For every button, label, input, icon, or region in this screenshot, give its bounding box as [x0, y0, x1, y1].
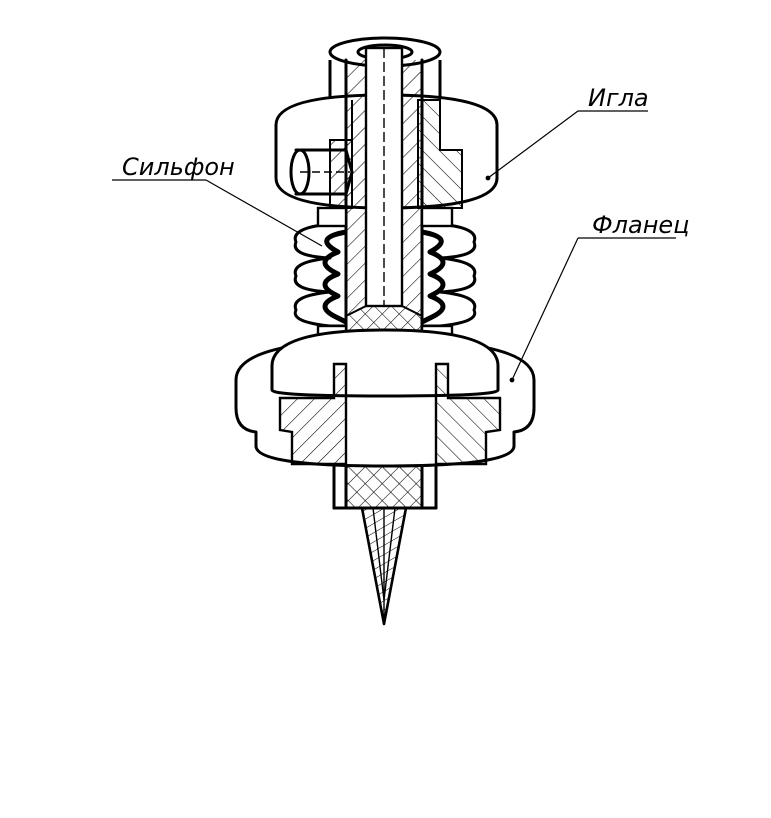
flange-label: Фланец — [592, 211, 690, 239]
needle-label: Игла — [588, 84, 649, 112]
flange-leader — [511, 237, 579, 381]
bellows-leader — [205, 179, 323, 247]
flange — [234, 328, 536, 468]
bellows-label: Сильфон — [122, 153, 235, 181]
needle-leader — [487, 110, 579, 179]
leader-lines — [112, 110, 676, 381]
